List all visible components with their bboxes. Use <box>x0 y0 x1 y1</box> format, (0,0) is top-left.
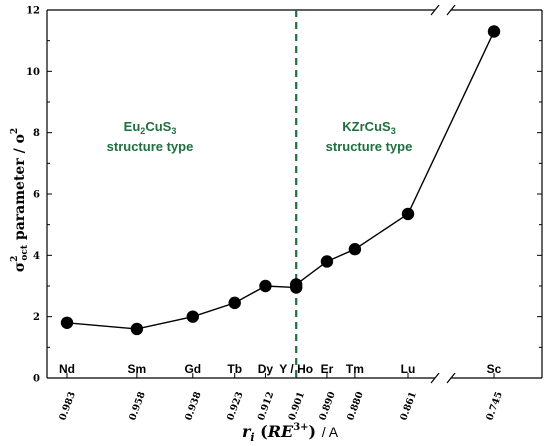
x-category-label: Y / Ho <box>279 362 313 376</box>
y-axis-title: σ2oct parameter / o2 <box>10 128 30 272</box>
y-tick-label: 8 <box>33 128 40 139</box>
x-ionic-radius-label: 0.890 <box>317 390 338 422</box>
marks <box>60 10 501 378</box>
y-tick-label: 10 <box>26 67 40 78</box>
x-ionic-radius-label: 0.745 <box>484 390 505 422</box>
data-point <box>348 243 362 256</box>
data-point <box>320 255 334 268</box>
x-ionic-radius-label: 0.912 <box>256 390 277 422</box>
y-tick-label: 4 <box>33 251 40 262</box>
data-point <box>228 296 241 310</box>
series-line <box>66 31 495 330</box>
x-ionic-radius-label: 0.880 <box>345 390 366 422</box>
x-category-label: Tm <box>346 362 364 376</box>
y-tick-label: 0 <box>33 374 40 385</box>
x-ionic-radius-label: 0.938 <box>183 390 204 422</box>
x-category-label: Sm <box>128 362 147 376</box>
x-category-label: Gd <box>184 362 201 376</box>
data-point <box>60 316 74 329</box>
x-category-label: Nd <box>59 362 75 376</box>
axis-break-mark <box>430 372 440 384</box>
x-ionic-radius-label: 0.983 <box>57 390 78 422</box>
region-right-subtitle: structure type <box>326 139 413 154</box>
y-tick-label: 2 <box>33 312 40 323</box>
axis-break-mark <box>446 4 456 16</box>
x-ionic-radius-label: 0.861 <box>398 390 419 422</box>
y-tick-label: 12 <box>26 6 40 17</box>
region-right-formula: KZrCuS3 <box>342 119 395 136</box>
x-category-label: Dy <box>258 362 274 376</box>
x-category-label: Sc <box>487 362 502 376</box>
x-ionic-radius-label: 0.901 <box>287 390 308 422</box>
y-tick-label: 6 <box>33 190 40 201</box>
data-point <box>130 322 144 336</box>
axis-break-mark <box>430 4 440 16</box>
data-point <box>289 278 303 291</box>
x-category-label: Tb <box>227 362 242 376</box>
x-ionic-radius-label: 0.923 <box>225 390 246 422</box>
x-category-label: Er <box>321 362 334 376</box>
x-category-label: Lu <box>401 362 416 376</box>
x-axis-title: ri (RE3+) / A <box>242 422 339 444</box>
data-point <box>259 279 272 293</box>
data-point <box>186 310 199 323</box>
axes <box>46 4 543 384</box>
axis-break-mark <box>446 372 456 384</box>
region-left-subtitle: structure type <box>107 139 194 154</box>
data-point <box>401 207 415 221</box>
data-point <box>487 25 501 38</box>
x-ionic-radius-label: 0.958 <box>127 390 148 422</box>
region-left-formula: Eu2CuS3 <box>124 119 177 136</box>
